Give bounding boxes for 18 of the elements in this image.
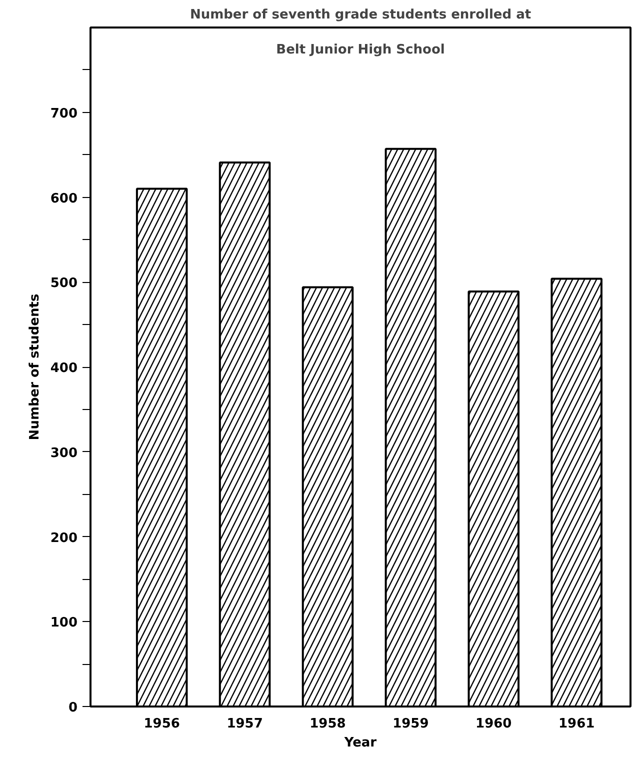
x-tick-label: 1957 <box>226 716 263 732</box>
y-tick-label: 100 <box>50 616 78 631</box>
x-tick-label: 1956 <box>144 716 180 732</box>
y-tick-label: 700 <box>50 106 78 122</box>
x-tick-label: 1959 <box>392 716 429 732</box>
x-tick-label: 1960 <box>476 716 512 732</box>
y-tick-label: 0 <box>68 700 78 716</box>
chart-title: Number of seventh grade students enrolled at <box>190 8 532 22</box>
y-tick-label: 500 <box>50 276 78 292</box>
text: Belt Junior High School <box>276 42 445 58</box>
y-tick-label: 400 <box>50 361 78 376</box>
x-axis-title: Year <box>343 736 378 750</box>
x-tick-label: 1961 <box>558 716 595 732</box>
y-tick-label: 300 <box>50 446 78 461</box>
y-tick-label: 200 <box>50 530 78 546</box>
x-tick-label: 1958 <box>310 716 346 732</box>
y-tick-label: 600 <box>50 191 78 206</box>
y-axis-title: Number of students <box>27 294 42 440</box>
